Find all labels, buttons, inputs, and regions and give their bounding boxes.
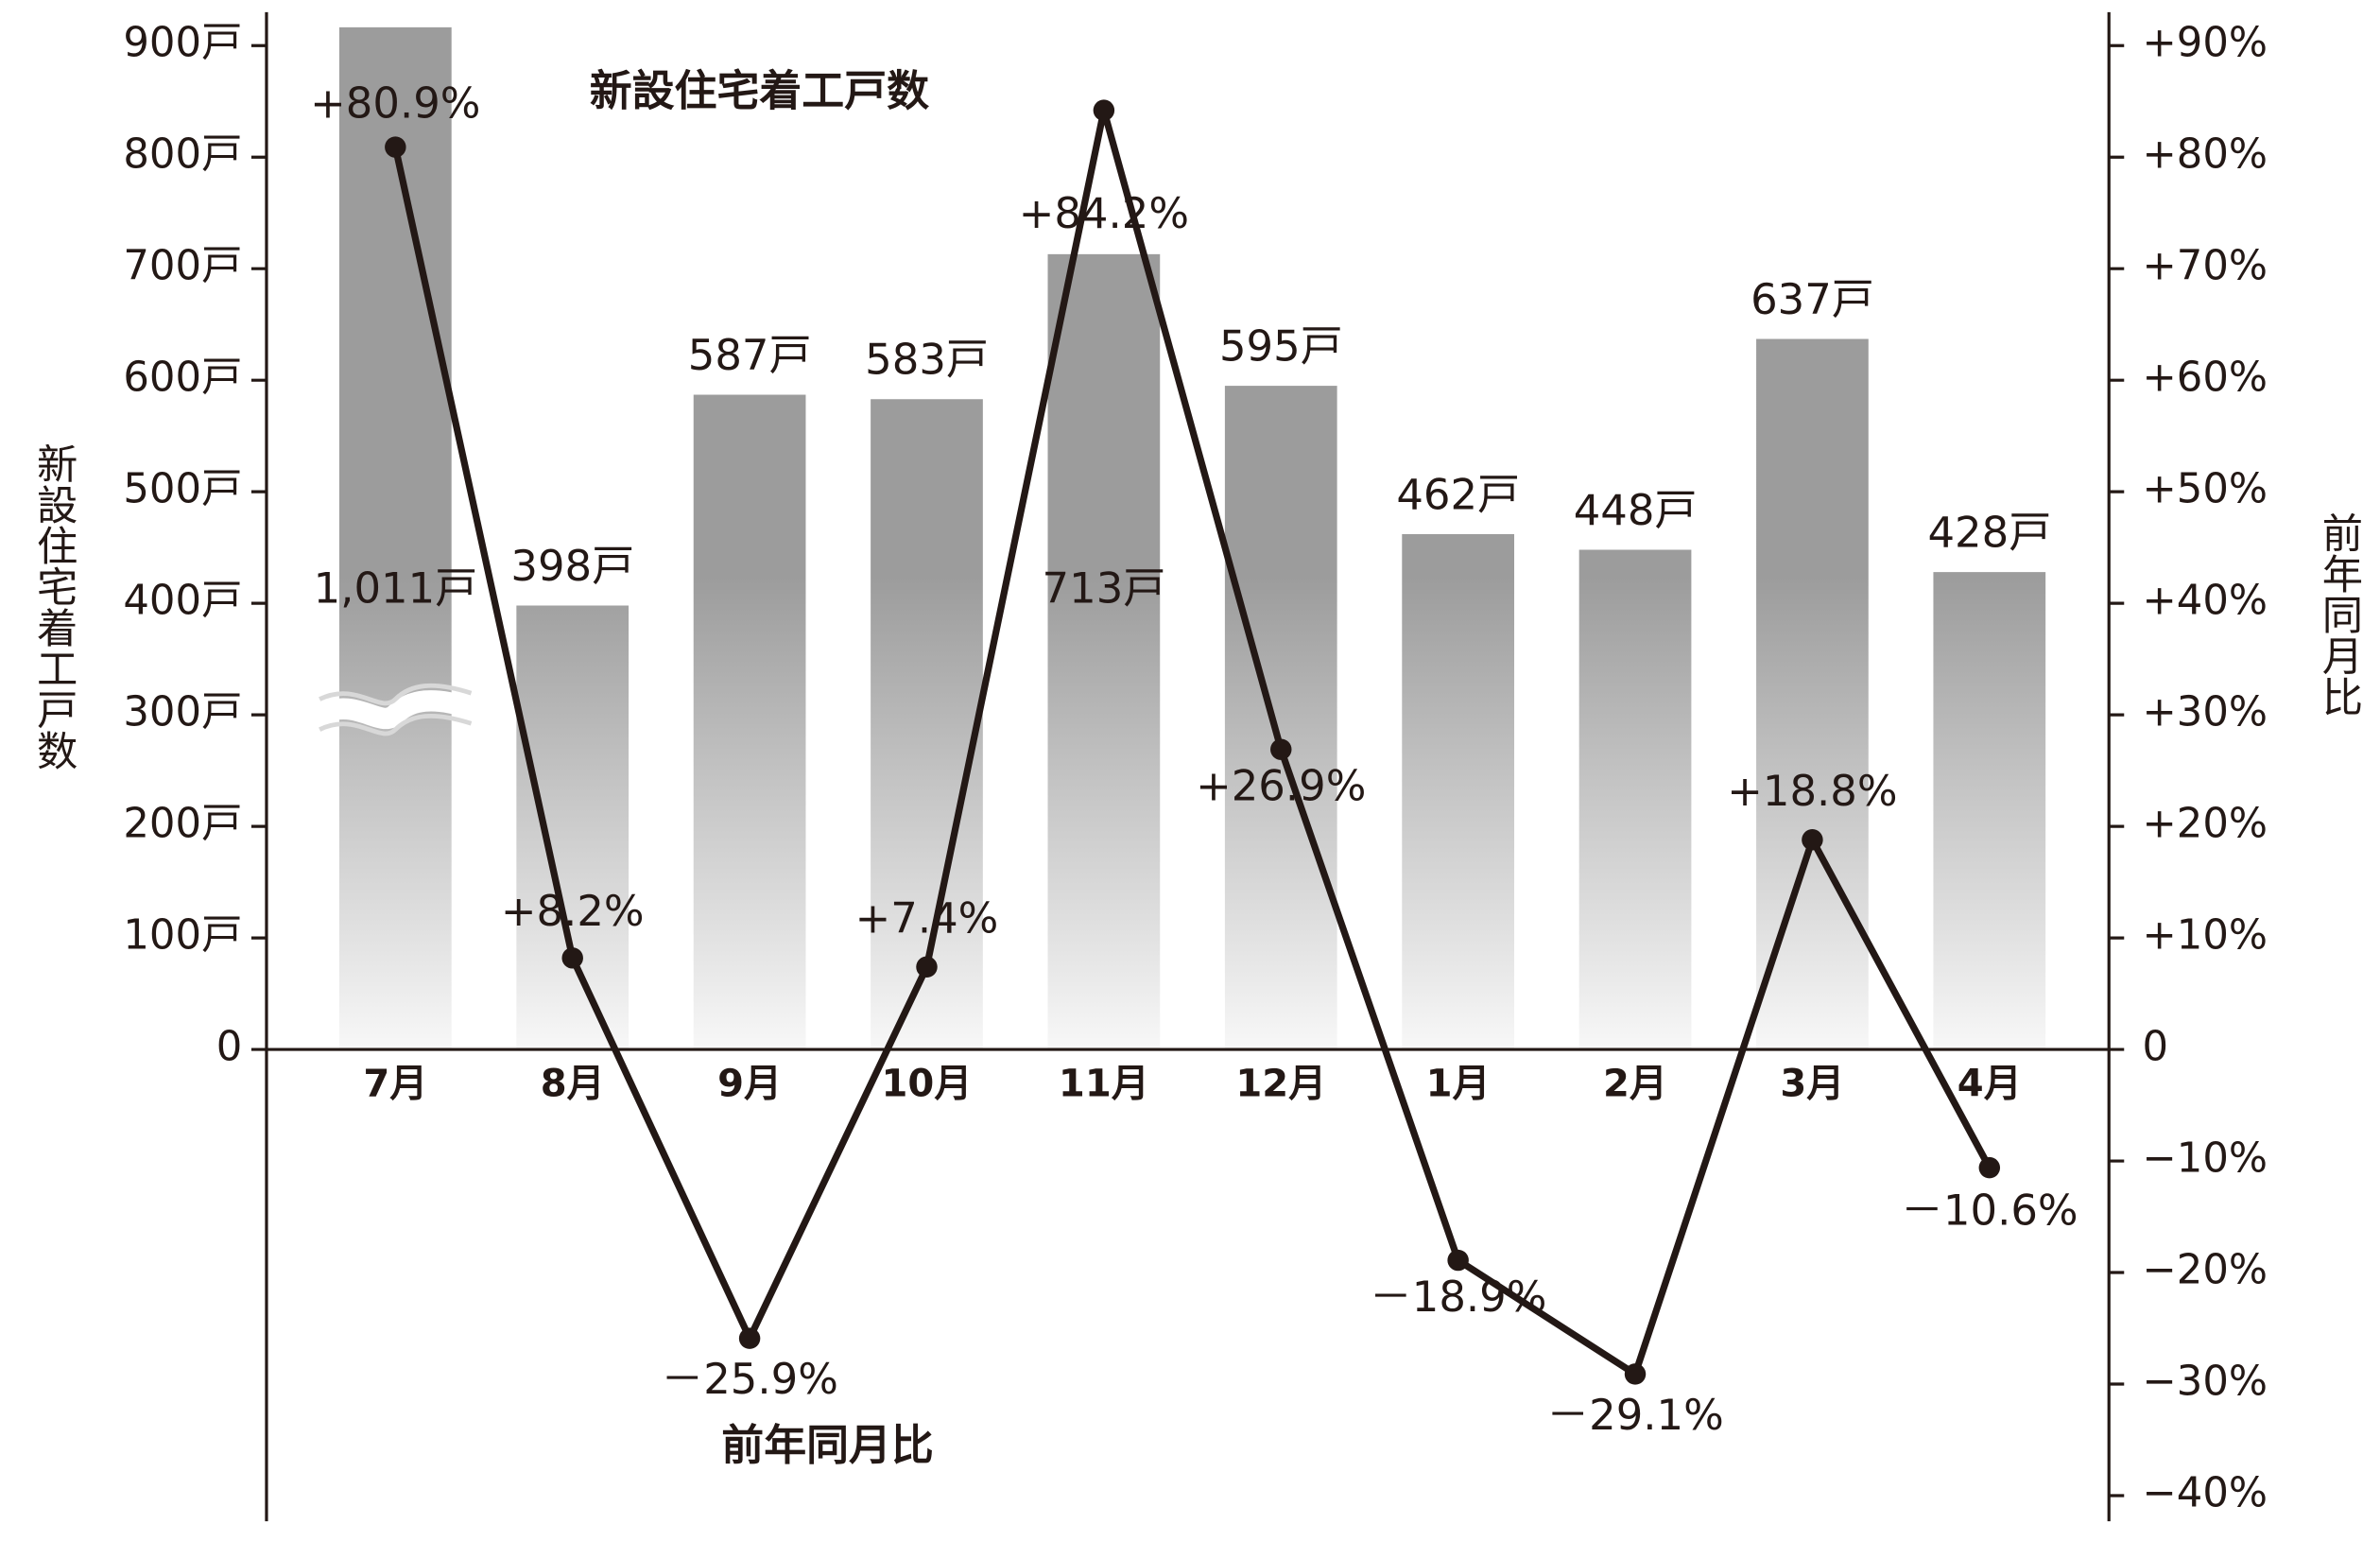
- line-point: [561, 947, 583, 969]
- bar: [1578, 549, 1692, 1050]
- y-tick-label: 600戸: [123, 355, 242, 402]
- line-point: [1447, 1249, 1469, 1272]
- y2-tick-label: +90%: [2143, 20, 2268, 67]
- y2-tick-label: +40%: [2143, 578, 2268, 625]
- x-tick-label: 7月: [363, 1063, 427, 1106]
- bar: [1933, 572, 2046, 1050]
- line-value-label: +18.8%: [1727, 766, 1897, 816]
- y-tick-label: 700戸: [123, 243, 242, 290]
- break-line: [319, 683, 473, 706]
- y2-tick-label: −40%: [2143, 1470, 2268, 1517]
- break-gap: [315, 690, 474, 730]
- bar: [338, 26, 452, 1050]
- line-point: [916, 956, 938, 978]
- y2-tick-label: +20%: [2143, 801, 2268, 848]
- y2-tick-label: +60%: [2143, 355, 2268, 402]
- y-tick-label: 0: [216, 1024, 243, 1071]
- line-value-label: －10.6%: [1901, 1185, 2078, 1235]
- layer: 0 100戸 200戸 300戸 400戸 500戸 600戸 700戸 800戸 900戸 −40…: [123, 11, 2268, 1522]
- bar-value-label: 398戸: [510, 541, 634, 591]
- line-value-label: －25.9%: [661, 1354, 838, 1404]
- line-point: [1802, 829, 1823, 851]
- y-tick-label: 200戸: [123, 801, 242, 848]
- x-tick-label: 4月: [1957, 1063, 2022, 1106]
- chart-title: 新設住宅着工戸数: [590, 65, 929, 115]
- y-tick-label: 400戸: [123, 578, 242, 625]
- line-value-label: －29.1%: [1546, 1390, 1724, 1440]
- y2-tick-label: −10%: [2143, 1135, 2268, 1183]
- bar-value-label: 1,011戸: [314, 563, 477, 614]
- bar-value-label: 595戸: [1219, 321, 1343, 372]
- y-tick-label: 100戸: [123, 912, 242, 960]
- line: [391, 107, 1992, 1378]
- bar: [693, 394, 806, 1050]
- line-point: [1624, 1363, 1647, 1385]
- bar-value-label: 462戸: [1396, 469, 1520, 519]
- bar: [1402, 533, 1515, 1050]
- x-tick-label: 1月: [1426, 1063, 1491, 1106]
- bar-value-label: 583戸: [865, 335, 989, 385]
- bar: [1047, 253, 1161, 1050]
- y2-tick-label: −30%: [2143, 1359, 2268, 1406]
- x-tick-label: 9月: [717, 1063, 782, 1106]
- y-tick-label: 500戸: [123, 466, 242, 513]
- x-tick-label: 8月: [541, 1063, 605, 1106]
- x-tick-label: 12月: [1235, 1063, 1326, 1106]
- x-tick-label: 10月: [882, 1063, 973, 1106]
- bar: [1756, 338, 1869, 1050]
- bar: [516, 605, 629, 1050]
- break-line: [319, 713, 473, 736]
- line-value-label: +80.9%: [310, 78, 480, 128]
- bar-value-label: 637戸: [1751, 274, 1874, 324]
- y2-tick-label: +10%: [2143, 912, 2268, 960]
- line-point: [1093, 99, 1115, 121]
- line-point: [1270, 738, 1292, 760]
- y2-tick-label: 0: [2143, 1024, 2169, 1071]
- y-tick-label: 800戸: [123, 131, 242, 179]
- line-value-label: +84.2%: [1019, 188, 1189, 238]
- y2-tick-label: −20%: [2143, 1247, 2268, 1294]
- y-tick-label: 900戸: [123, 20, 242, 67]
- line-value-label: +8.2%: [501, 886, 645, 936]
- chart-subtitle: 前年同月比: [721, 1420, 934, 1470]
- bar: [1224, 386, 1337, 1050]
- bars: [338, 26, 2046, 1050]
- line-value-label: +7.4%: [855, 893, 999, 944]
- line-point: [738, 1327, 761, 1349]
- bar: [871, 399, 983, 1050]
- y-axis-label: 新設住宅着工戸数: [30, 442, 78, 770]
- x-tick-label: 3月: [1780, 1063, 1844, 1106]
- y-tick-label: 300戸: [123, 689, 242, 736]
- line-value-label: －18.9%: [1370, 1272, 1547, 1322]
- y2-tick-label: +80%: [2143, 131, 2268, 179]
- line-point: [385, 136, 406, 158]
- y2-axis-label: 前年同月比: [2315, 511, 2362, 717]
- x-tick-label: 11月: [1059, 1063, 1149, 1106]
- line-value-label: +26.9%: [1196, 760, 1366, 810]
- x-tick-label: 2月: [1603, 1063, 1667, 1106]
- bar-value-label: 587戸: [688, 330, 812, 380]
- bar-value-label: 713戸: [1043, 563, 1166, 614]
- y2-tick-label: +70%: [2143, 243, 2268, 290]
- bar-value-label: 428戸: [1927, 508, 2051, 558]
- bar-value-label: 448戸: [1574, 485, 1698, 535]
- y2-tick-label: +30%: [2143, 689, 2268, 736]
- line-point: [1978, 1156, 2001, 1179]
- y2-tick-label: +50%: [2143, 466, 2268, 513]
